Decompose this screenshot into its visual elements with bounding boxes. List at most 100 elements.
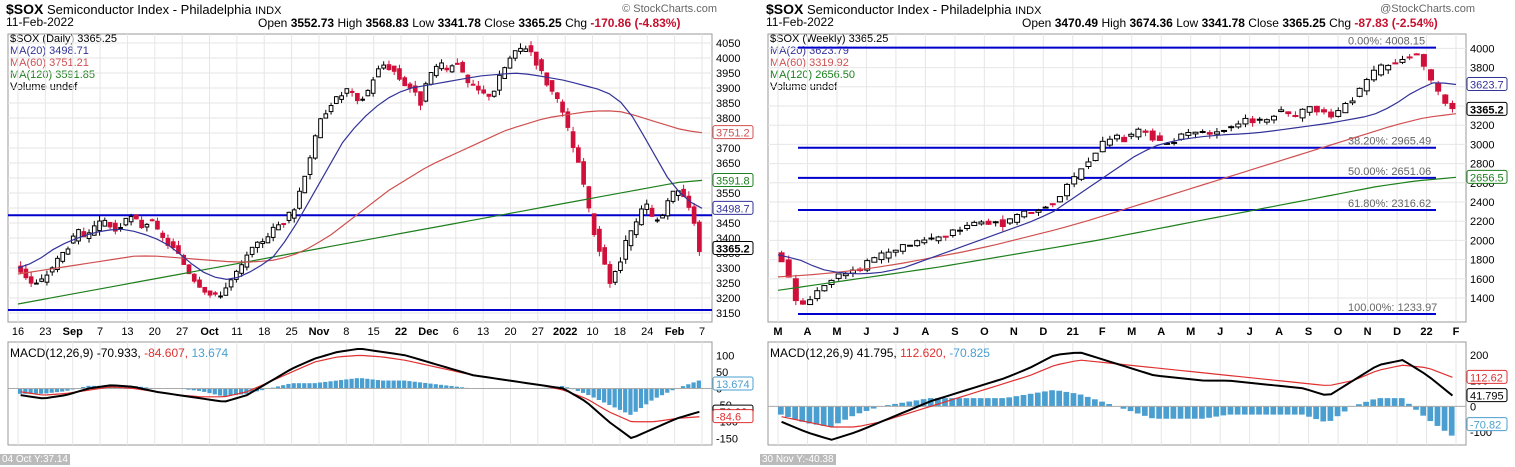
macd-histogram-bar	[386, 380, 391, 389]
x-tick-label: D	[1393, 326, 1401, 338]
candle-body	[1413, 53, 1420, 56]
candle-body	[1142, 130, 1149, 133]
macd-histogram-bar	[1413, 406, 1419, 410]
candle-body	[533, 51, 539, 66]
macd-tag-signal: -84.6	[716, 412, 741, 424]
candle-body	[18, 265, 23, 273]
macd-histogram-bar	[1377, 398, 1384, 407]
candle-body	[281, 223, 287, 226]
x-tick-label: F	[1099, 326, 1106, 338]
candle-body	[665, 200, 671, 217]
macd-histogram-bar	[806, 406, 813, 424]
macd-histogram-bar	[1291, 406, 1298, 415]
macd-histogram-bar	[691, 382, 696, 389]
macd-histogram-bar	[1313, 406, 1319, 420]
candle-body	[1056, 196, 1063, 203]
macd-histogram-bar	[686, 384, 691, 389]
chart-title: $SOX Semiconductor Index - Philadelphia …	[6, 1, 281, 17]
candle-body	[428, 72, 434, 85]
x-tick-label: 7	[699, 326, 705, 338]
macd-histogram-bar	[217, 388, 223, 396]
price-tick-label: 3900	[716, 83, 740, 95]
candle-body	[502, 67, 508, 80]
macd-histogram-bar	[18, 388, 23, 394]
candle-body	[628, 230, 634, 247]
candle-body	[821, 285, 828, 292]
x-tick-label: J	[1247, 326, 1253, 338]
candle-body	[1328, 111, 1335, 118]
macd-histogram-bar	[338, 380, 344, 389]
macd-histogram-bar	[1427, 406, 1434, 422]
x-tick-label: D	[1039, 326, 1047, 338]
macd-line	[781, 351, 1454, 441]
macd-value: -70.933,	[96, 346, 141, 360]
macd-histogram-bar	[835, 406, 841, 424]
candle-body	[928, 237, 935, 240]
candle-body	[460, 62, 465, 73]
legend-volume: Volume undef	[10, 81, 78, 93]
candle-body	[312, 135, 318, 159]
candle-body	[323, 113, 329, 119]
candle-body	[807, 299, 814, 306]
candle-body	[265, 236, 271, 244]
macd-histogram-bar	[1170, 406, 1177, 419]
candle-body	[439, 62, 444, 70]
price-tick-label: 3250	[716, 278, 740, 290]
macd-hist-value: 13.674	[191, 346, 229, 360]
macd-histogram-bar	[1070, 393, 1077, 407]
macd-histogram-bar	[977, 398, 984, 407]
macd-value: 41.795,	[856, 346, 897, 360]
macd-histogram-bar	[1213, 406, 1220, 417]
macd-histogram-bar	[296, 383, 302, 389]
macd-histogram-bar	[1063, 391, 1070, 407]
x-tick-label: M	[773, 326, 782, 338]
price-tag-box	[1466, 101, 1508, 116]
macd-histogram-bar	[654, 388, 659, 398]
x-tick-label: O	[980, 326, 989, 338]
candle-body	[302, 175, 308, 194]
candle-body	[942, 235, 949, 238]
macd-signal-value: 112.620,	[900, 346, 946, 360]
candle-body	[1099, 140, 1106, 153]
candle-body	[612, 270, 618, 283]
macd-histogram-bar	[1406, 403, 1412, 407]
macd-histogram-bar	[244, 388, 249, 394]
macd-histogram-bar	[1434, 406, 1441, 426]
price-tick-label: 3200	[716, 293, 740, 305]
candle-body	[1106, 138, 1113, 146]
macd-histogram-bar	[892, 403, 898, 407]
macd-histogram-bar	[417, 382, 423, 389]
candle-body	[1335, 110, 1342, 117]
macd-histogram-bar	[913, 400, 920, 407]
price-tick-label: 2800	[1470, 159, 1494, 171]
macd-histogram-bar	[344, 379, 349, 389]
chart-date: 11-Feb-2022	[6, 15, 74, 29]
macd-histogram-bar	[1341, 406, 1348, 412]
candle-body	[885, 251, 892, 259]
candle-body	[1114, 134, 1120, 140]
x-tick-label: 18	[258, 326, 270, 338]
macd-histogram-bar	[233, 388, 238, 396]
candle-body	[60, 251, 66, 262]
x-tick-label: Sep	[63, 326, 83, 338]
candle-body	[470, 83, 476, 86]
macd-histogram-bar	[935, 398, 941, 407]
macd-histogram-bar	[949, 398, 955, 407]
ma60-line	[777, 113, 1457, 278]
daily-chart-svg: 4050400039503900385038003750370036503600…	[7, 33, 754, 446]
macd-histogram-bar	[1134, 406, 1141, 414]
candle-body	[118, 227, 123, 230]
legend-ma20: MA(20) 3498.71	[10, 45, 89, 57]
candle-body	[1085, 161, 1092, 168]
x-tick-label: S	[1305, 326, 1312, 338]
macd-histogram-bar	[870, 406, 877, 409]
macd-histogram-bar	[644, 388, 649, 405]
x-tick-label: 7	[97, 326, 103, 338]
macd-histogram-bar	[1270, 406, 1277, 415]
candle-body	[949, 229, 956, 237]
price-tag-box	[712, 200, 754, 215]
ma60-line	[17, 110, 703, 275]
x-tick-label: 13	[121, 326, 133, 338]
candle-body	[1221, 129, 1228, 132]
macd-tick-label: 50	[716, 367, 728, 379]
